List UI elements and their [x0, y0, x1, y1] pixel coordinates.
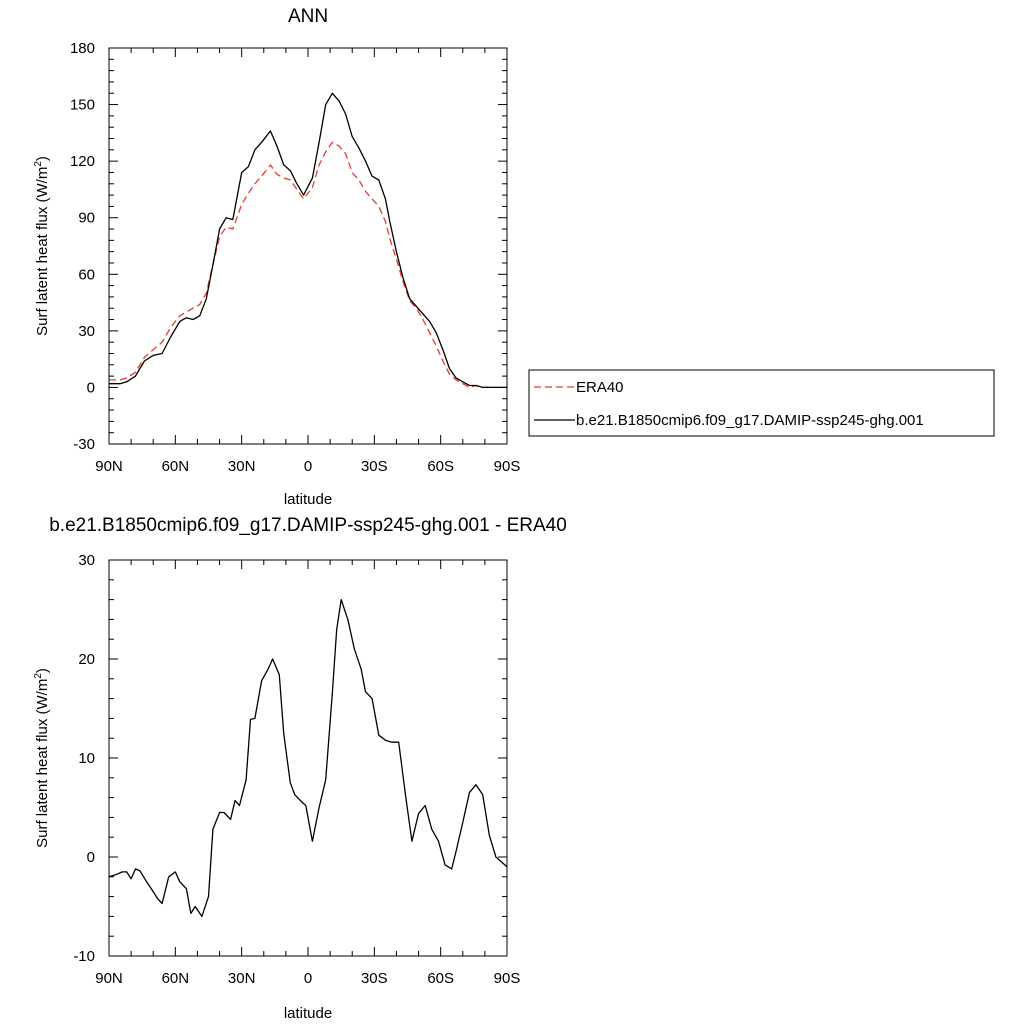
bottom-series-line-difference — [108, 598, 508, 918]
top-chart-x-axis-label: latitude — [284, 491, 332, 508]
bottom-y-label-tail: ) — [34, 668, 51, 673]
top-y-label-sup: 2 — [33, 161, 44, 167]
bottom-y-tick-label: -10 — [73, 948, 95, 965]
top-chart-frame — [108, 47, 508, 445]
top-x-tick-label: 0 — [304, 458, 312, 475]
top-y-tick-label: 180 — [70, 40, 95, 57]
bottom-y-tick-label: 30 — [78, 552, 95, 569]
top-series-line-model — [109, 92, 507, 389]
bottom-x-tick-label: 60S — [427, 970, 454, 987]
top-x-tick-label: 30S — [361, 458, 388, 475]
bottom-chart-x-ticks: 90N 60N 30N 0 30S 60S 90S — [95, 560, 520, 987]
bottom-x-tick-label: 90N — [95, 970, 123, 987]
top-x-tick-label: 90N — [95, 458, 123, 475]
bottom-chart-y-axis-label: Surf latent heat flux (W/m2) — [33, 668, 51, 848]
top-chart-panel: ANN 180 150 120 90 60 30 0 -30 90N 60N 30N 0 30S 60S… — [33, 6, 520, 508]
bottom-chart-title: b.e21.B1850cmip6.f09_g17.DAMIP-ssp245-gh… — [49, 515, 567, 536]
bottom-chart-x-axis-label: latitude — [284, 1005, 332, 1022]
top-series-line-era40 — [109, 141, 507, 389]
bottom-x-tick-label: 60N — [162, 970, 190, 987]
top-chart-plot-area — [109, 92, 507, 389]
top-y-tick-label: 60 — [78, 266, 95, 283]
top-y-label-main: Surf latent heat flux (W/m — [34, 167, 51, 336]
bottom-chart-panel: b.e21.B1850cmip6.f09_g17.DAMIP-ssp245-gh… — [33, 515, 567, 1022]
top-x-tick-label: 30N — [228, 458, 256, 475]
bottom-y-tick-label: 20 — [78, 651, 95, 668]
top-x-tick-label: 60N — [162, 458, 190, 475]
bottom-y-tick-label: 0 — [87, 849, 95, 866]
legend-box — [528, 369, 995, 437]
bottom-y-label-sup: 2 — [33, 673, 44, 679]
top-y-tick-label: 150 — [70, 97, 95, 114]
top-y-tick-label: 120 — [70, 153, 95, 170]
bottom-chart-plot-area — [108, 598, 508, 918]
bottom-x-tick-label: 0 — [304, 970, 312, 987]
top-chart-title: ANN — [288, 6, 328, 27]
legend-label-model: b.e21.B1850cmip6.f09_g17.DAMIP-ssp245-gh… — [576, 412, 924, 429]
top-y-label-tail: ) — [34, 156, 51, 161]
top-y-tick-label: 0 — [87, 379, 95, 396]
bottom-chart-y-ticks: 30 20 10 0 -10 — [73, 552, 507, 965]
bottom-x-tick-label: 30S — [361, 970, 388, 987]
legend-label-era40: ERA40 — [576, 379, 624, 396]
top-x-tick-label: 90S — [494, 458, 521, 475]
top-x-tick-label: 60S — [427, 458, 454, 475]
top-chart-y-ticks: 180 150 120 90 60 30 0 -30 — [70, 40, 507, 453]
top-chart-y-axis-label: Surf latent heat flux (W/m2) — [33, 156, 51, 336]
bottom-x-tick-label: 90S — [494, 970, 521, 987]
legend: ERA40 b.e21.B1850cmip6.f09_g17.DAMIP-ssp… — [528, 369, 995, 437]
bottom-chart-frame — [108, 559, 508, 957]
bottom-x-tick-label: 30N — [228, 970, 256, 987]
top-y-tick-label: 90 — [78, 210, 95, 227]
top-y-tick-label: 30 — [78, 323, 95, 340]
bottom-y-label-main: Surf latent heat flux (W/m — [34, 679, 51, 848]
top-chart-x-ticks: 90N 60N 30N 0 30S 60S 90S — [95, 48, 520, 475]
top-y-tick-label: -30 — [73, 436, 95, 453]
bottom-y-tick-label: 10 — [78, 750, 95, 767]
